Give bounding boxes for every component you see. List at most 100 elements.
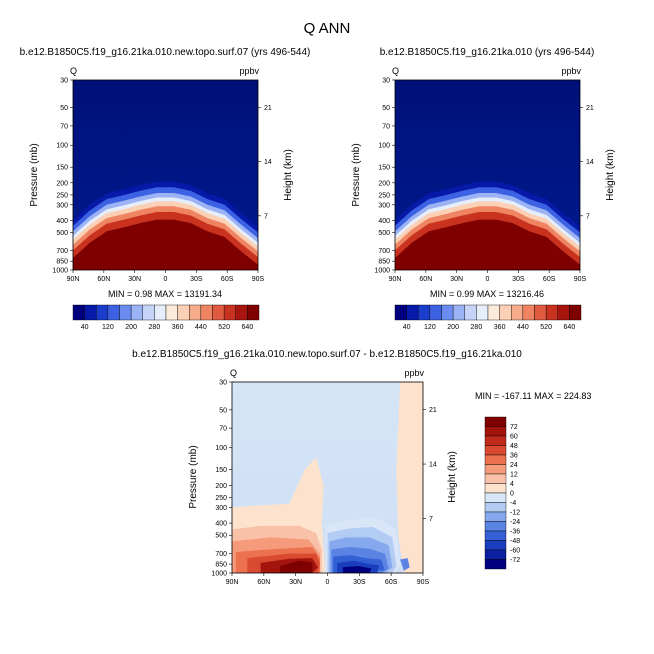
colorbar-label: 200 — [125, 324, 137, 331]
colorbar-label: -24 — [510, 519, 520, 526]
x-tick-label: 30N — [289, 579, 302, 586]
colorbar-label: 640 — [564, 324, 576, 331]
panel-3-x-axis: 90N 60N 30N 0 30S 60S 90S — [226, 573, 430, 586]
colorbar-swatch — [484, 540, 507, 551]
colorbar-swatch — [476, 304, 489, 321]
y-tick-label: 30 — [382, 78, 390, 85]
colorbar-label: 24 — [510, 462, 518, 469]
y-tick-label: 400 — [378, 218, 390, 225]
height-tick-label: 14 — [429, 462, 437, 469]
y-tick-label: 850 — [215, 562, 227, 569]
difference-contour-band — [279, 560, 313, 573]
height-tick-label: 21 — [429, 407, 437, 414]
colorbar-label: 200 — [447, 324, 459, 331]
colorbar-label: -72 — [510, 557, 520, 564]
x-tick-label: 60S — [385, 579, 398, 586]
y-tick-label: 200 — [378, 180, 390, 187]
y-tick-label: 250 — [378, 192, 390, 199]
page-title: Q ANN — [304, 20, 351, 37]
y-tick-label: 300 — [378, 202, 390, 209]
colorbar-swatch — [484, 511, 507, 522]
colorbar-label: 12 — [510, 472, 518, 479]
panel-1-colorbar: 40 120 200 280 360 440 520 640 — [72, 304, 260, 331]
colorbar-label: -60 — [510, 548, 520, 555]
colorbar-swatch — [534, 304, 547, 321]
colorbar-label: -48 — [510, 538, 520, 545]
y-tick-label: 250 — [56, 192, 68, 199]
panel-1-title: b.e12.B1850C5.f19_g16.21ka.010.new.topo.… — [20, 47, 311, 58]
colorbar-label: 280 — [149, 324, 161, 331]
panel-2-y-axis: 30 50 70 100 150 200 250 300 400 500 700 850 1000 — [374, 78, 395, 275]
colorbar-swatch — [247, 304, 260, 321]
colorbar-swatch — [235, 304, 248, 321]
colorbar-label: 520 — [540, 324, 552, 331]
x-tick-label: 30N — [128, 276, 141, 283]
colorbar-swatch — [189, 304, 202, 321]
y-tick-label: 100 — [378, 143, 390, 150]
y-tick-label: 1000 — [211, 571, 227, 578]
y-tick-label: 500 — [56, 230, 68, 237]
x-tick-label: 30S — [512, 276, 525, 283]
y-tick-label: 30 — [219, 380, 227, 387]
colorbar-label: 40 — [81, 324, 89, 331]
colorbar-swatch — [142, 304, 155, 321]
colorbar-swatch — [557, 304, 570, 321]
panel-3-y-label: Pressure (mb) — [188, 445, 199, 508]
height-tick-label: 21 — [264, 105, 272, 112]
colorbar-swatch — [484, 435, 507, 446]
colorbar-swatch — [484, 549, 507, 560]
y-tick-label: 100 — [56, 143, 68, 150]
difference-contour-band — [342, 566, 372, 573]
colorbar-label: 360 — [172, 324, 184, 331]
y-tick-label: 300 — [56, 202, 68, 209]
colorbar-swatch — [119, 304, 132, 321]
colorbar-label: 640 — [242, 324, 254, 331]
panel-3-stats: MIN = -167.11 MAX = 224.83 — [475, 391, 591, 401]
colorbar-label: 48 — [510, 443, 518, 450]
height-tick-label: 7 — [429, 516, 433, 523]
panel-2-units: ppbv — [561, 66, 581, 76]
panel-3-y-axis: 30 50 70 100 150 200 250 300 400 500 700 850 1000 — [211, 380, 232, 578]
colorbar-swatch — [484, 426, 507, 437]
colorbar-swatch — [154, 304, 167, 321]
y-tick-label: 70 — [382, 123, 390, 130]
x-tick-label: 30S — [190, 276, 203, 283]
panel-1-y-label: Pressure (mb) — [29, 143, 40, 206]
colorbar-swatch — [499, 304, 512, 321]
colorbar-swatch — [545, 304, 558, 321]
colorbar-swatch — [484, 502, 507, 513]
colorbar-label: 120 — [102, 324, 114, 331]
y-tick-label: 500 — [378, 230, 390, 237]
x-tick-label: 60S — [221, 276, 234, 283]
colorbar-swatch — [484, 473, 507, 484]
height-tick-label: 7 — [264, 213, 268, 220]
y-tick-label: 850 — [56, 259, 68, 266]
x-tick-label: 60N — [97, 276, 110, 283]
panel-3-variable: Q — [230, 368, 237, 378]
panel-1-height-label: Height (km) — [283, 149, 294, 201]
height-tick-label: 14 — [586, 159, 594, 166]
colorbar-swatch — [107, 304, 120, 321]
colorbar-label: -4 — [510, 500, 516, 507]
colorbar-label: 520 — [218, 324, 230, 331]
colorbar-swatch — [452, 304, 465, 321]
panel-3-height-label: Height (km) — [447, 451, 458, 503]
panel-3-colorbar: 72 60 48 36 24 12 4 0 -4 -12 -24 -36 -48 -60 -72 — [484, 416, 520, 570]
y-tick-label: 150 — [378, 165, 390, 172]
moisture-contour-band — [73, 219, 258, 270]
panel-2-y-label: Pressure (mb) — [351, 143, 362, 206]
colorbar-swatch — [484, 492, 507, 503]
colorbar-label: 40 — [403, 324, 411, 331]
y-tick-label: 50 — [382, 105, 390, 112]
panel-2-stats: MIN = 0.99 MAX = 13216.46 — [430, 289, 544, 299]
colorbar-swatch — [522, 304, 535, 321]
colorbar-swatch — [72, 304, 85, 321]
colorbar-swatch — [418, 304, 431, 321]
panel-2-x-axis: 90N 60N 30N 0 30S 60S 90S — [389, 270, 587, 283]
colorbar-swatch — [484, 559, 507, 570]
panel-2-height-label: Height (km) — [605, 149, 616, 201]
colorbar-swatch — [406, 304, 419, 321]
y-tick-label: 500 — [215, 533, 227, 540]
y-tick-label: 50 — [60, 105, 68, 112]
